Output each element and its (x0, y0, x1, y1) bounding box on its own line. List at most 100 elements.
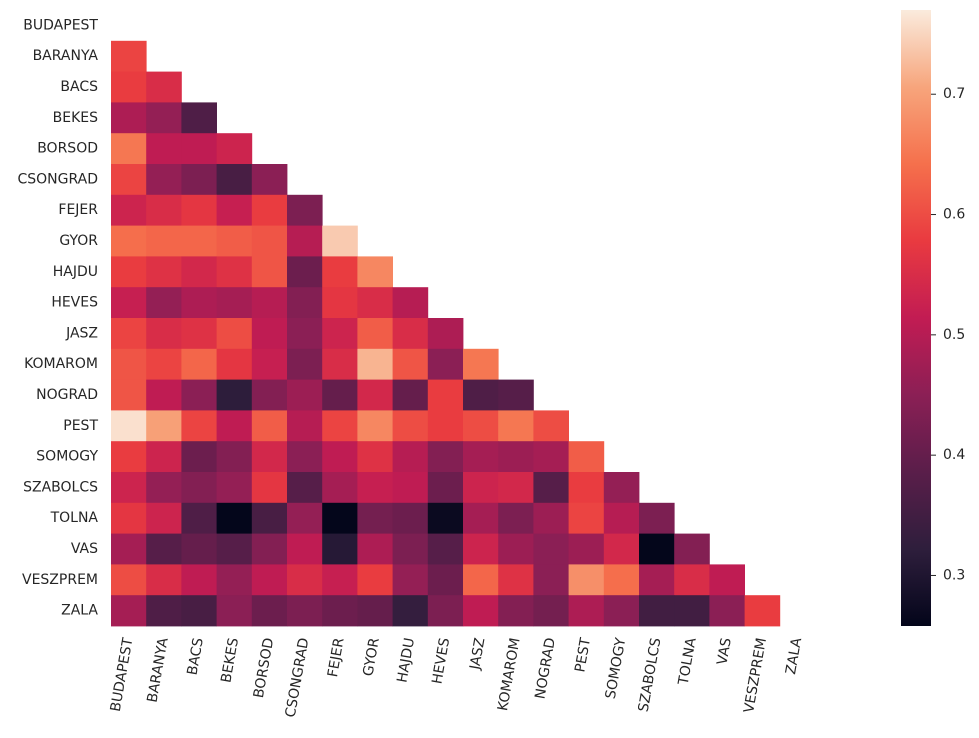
x-tick-label: BEKES (218, 637, 242, 685)
heatmap-cell (287, 256, 323, 288)
heatmap-cell (111, 441, 147, 473)
y-tick-label: BACS (60, 79, 98, 95)
heatmap-cell (287, 318, 323, 350)
heatmap-cell (463, 564, 499, 596)
heatmap-cell (392, 533, 429, 565)
heatmap-cell (568, 441, 605, 473)
heatmap-cell (287, 564, 323, 596)
heatmap-cell (287, 225, 323, 257)
heatmap-cell (216, 256, 253, 288)
heatmap-cell (146, 71, 182, 103)
y-tick-label: HAJDU (53, 264, 98, 280)
heatmap-cell (322, 256, 358, 288)
heatmap-cell (463, 533, 499, 565)
y-tick-label: JASZ (65, 325, 98, 341)
x-tick-label: HAJDU (394, 637, 418, 684)
heatmap-cell (533, 472, 569, 504)
heatmap-cell (146, 318, 182, 350)
heatmap-cell (111, 502, 147, 534)
colorbar-tick-label: 0.5 (943, 327, 965, 343)
y-tick-label: GYOR (59, 233, 98, 249)
heatmap-cells (111, 40, 781, 627)
heatmap-cell (146, 533, 182, 565)
heatmap-cell (216, 379, 253, 411)
heatmap-cell (251, 318, 288, 350)
heatmap-cell (357, 348, 393, 380)
heatmap-cell (181, 564, 217, 596)
heatmap-cell (181, 502, 217, 534)
heatmap-cell (392, 441, 429, 473)
heatmap-cell (111, 472, 147, 504)
y-tick-label: HEVES (51, 295, 98, 311)
heatmap-cell (251, 533, 288, 565)
heatmap-cell (427, 410, 464, 442)
heatmap-cell (357, 564, 393, 596)
heatmap-cell (287, 410, 323, 442)
heatmap-cell (251, 502, 288, 534)
heatmap-cell (111, 133, 147, 165)
heatmap-cell (146, 194, 182, 226)
heatmap-cell (216, 410, 253, 442)
heatmap-cell (463, 441, 499, 473)
heatmap-cell (111, 348, 147, 380)
heatmap-cell (427, 348, 464, 380)
colorbar-tick-label: 0.7 (943, 86, 965, 102)
heatmap-cell (357, 287, 393, 319)
heatmap-cell (392, 318, 429, 350)
heatmap-cell (287, 472, 323, 504)
y-tick-label: NOGRAD (36, 387, 98, 403)
heatmap-cell (392, 287, 429, 319)
heatmap-cell (568, 564, 605, 596)
heatmap-cell (146, 564, 182, 596)
x-tick-label: JASZ (467, 637, 488, 672)
x-tick-label: KOMAROM (495, 637, 524, 713)
x-tick-label: HEVES (429, 637, 453, 686)
x-tick-label: CSONGRAD (283, 637, 313, 719)
heatmap-cell (603, 502, 640, 534)
heatmap-cell (427, 564, 464, 596)
heatmap-cell (709, 564, 745, 596)
heatmap-cell (639, 564, 675, 596)
heatmap-cell (568, 502, 605, 534)
heatmap-cell (146, 502, 182, 534)
heatmap-cell (111, 595, 147, 627)
colorbar-tick-label: 0.3 (943, 567, 965, 583)
colorbar-tick-label: 0.4 (943, 447, 965, 463)
heatmap-cell (146, 102, 182, 134)
x-tick-label: SZABOLCS (636, 637, 665, 714)
heatmap-cell (498, 533, 534, 565)
heatmap-cell (392, 379, 429, 411)
heatmap-cell (181, 441, 217, 473)
heatmap-cell (111, 225, 147, 257)
heatmap-cell (322, 502, 358, 534)
heatmap-cell (111, 71, 147, 103)
heatmap-cell (181, 472, 217, 504)
y-tick-labels: BUDAPEST BARANYA BACS BEKES BORSOD CSONGRAD FE… (17, 17, 98, 618)
heatmap-cell (111, 379, 147, 411)
heatmap-cell (357, 318, 393, 350)
heatmap-cell (427, 595, 464, 627)
heatmap-cell (216, 502, 253, 534)
heatmap-cell (533, 533, 569, 565)
heatmap-cell (287, 595, 323, 627)
heatmap-cell (533, 410, 569, 442)
heatmap-cell (392, 348, 429, 380)
heatmap-cell (287, 441, 323, 473)
heatmap-cell (111, 533, 147, 565)
heatmap-cell (322, 318, 358, 350)
heatmap-cell (287, 533, 323, 565)
heatmap-cell (216, 194, 253, 226)
heatmap-cell (146, 348, 182, 380)
heatmap-cell (357, 533, 393, 565)
heatmap-cell (498, 410, 534, 442)
heatmap-cell (251, 348, 288, 380)
heatmap-cell (181, 595, 217, 627)
heatmap-cell (357, 502, 393, 534)
heatmap-cell (322, 595, 358, 627)
heatmap-cell (216, 564, 253, 596)
heatmap-cell (287, 287, 323, 319)
heatmap-cell (498, 379, 534, 411)
heatmap-cell (216, 441, 253, 473)
heatmap-cell (498, 595, 534, 627)
